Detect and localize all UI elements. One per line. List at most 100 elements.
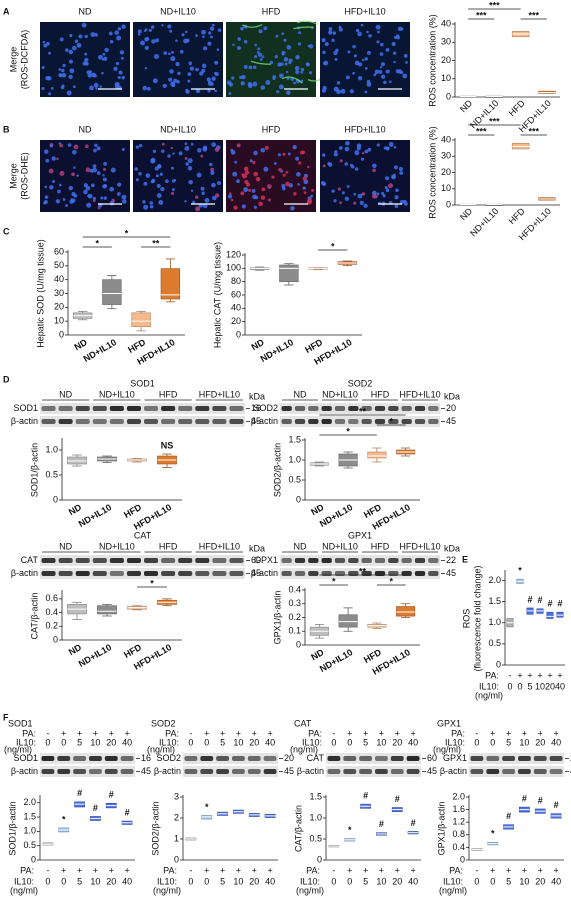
blot-band [549,769,563,774]
il10-dose: 0 [45,737,50,747]
nucleus [98,54,103,60]
il10-dose: 10 [233,876,243,886]
ros-signal [293,26,314,30]
nucleus [384,176,390,181]
y-tick-label: 0 [446,199,451,209]
nucleus [200,186,205,191]
blot-band [89,756,102,761]
y-tick-label: 1.0 [309,812,322,822]
cond-unit: (ng/ml) [147,744,175,754]
nucleus [258,52,263,57]
blot-band [401,419,412,424]
il10-dose: 40 [408,737,418,747]
box [97,605,117,615]
nucleus [376,192,380,196]
nucleus [69,33,73,38]
pa-sign: + [77,728,82,738]
x-tick-label: ND [309,647,326,662]
micrograph [133,22,223,97]
nucleus [227,194,233,199]
bracket-label: * [389,416,393,426]
nucleus [263,26,268,31]
blot-band-strip [280,568,440,579]
pa-sign: + [204,865,209,875]
nucleus [104,47,109,53]
nucleus [300,67,305,72]
nucleus [93,148,97,153]
blot-band [41,558,56,563]
nucleus [73,85,76,89]
nucleus [293,191,297,196]
blot-band [406,756,420,761]
nucleus [210,82,214,86]
nucleus [114,81,120,87]
pa-sign: + [379,865,384,875]
blot-title: SOD1 [130,378,155,388]
nucleus [282,186,286,191]
group-label: HFD+IL10 [399,541,440,551]
nucleus [59,170,65,176]
blot-band [388,419,399,424]
nucleus [83,189,88,195]
blot-band [414,406,426,411]
nucleus [373,73,377,77]
nucleus [393,173,396,177]
y-tick-label: 0.5 [288,474,301,484]
pa-sign: + [252,728,257,738]
blot-band [232,769,245,774]
cond-unit: (ng/ml) [10,885,38,895]
nucleus [336,81,341,85]
blot-band [57,769,71,774]
nucleus [165,179,169,183]
nucleus [122,199,127,204]
nucleus [41,86,45,91]
pa-sign: + [236,728,241,738]
cond-label: IL10: [479,681,499,691]
y-tick-label: 0.5 [309,833,322,843]
nucleus [353,192,357,196]
blot-band [104,756,118,761]
y-axis-label: CAT/β-actin [29,592,39,639]
nucleus [93,82,99,88]
nucleus [293,81,296,85]
nucleus [388,142,394,147]
il10-dose: 20 [106,737,116,747]
nucleus [279,73,284,79]
cond-label: IL10: [157,876,177,886]
nucleus [302,176,307,181]
nucleus [161,142,165,146]
cond-label: IL10: [16,737,36,747]
blot-band [212,558,227,563]
nucleus [331,38,335,42]
blot-band [502,769,515,774]
pa-sign: - [475,728,478,738]
blot-band [195,419,210,424]
nucleus [81,22,87,28]
nucleus [239,75,243,80]
nucleus [95,87,98,90]
nucleus [243,64,248,69]
blot-band [390,769,404,774]
pa-sign: + [538,728,543,738]
nucleus [388,183,394,189]
il10-dose: 40 [265,876,275,886]
nucleus [202,63,207,68]
nucleus [393,145,397,149]
nucleus [217,28,222,32]
y-axis-label: ROS [461,609,471,629]
bracket-label: * [95,238,99,248]
nucleus [356,146,361,151]
il10-dose: 20 [535,737,545,747]
nucleus [68,59,73,64]
nucleus [134,167,138,171]
nucleus [65,204,68,207]
nucleus [286,90,291,95]
nucleus [195,206,201,212]
nucleus [328,27,333,31]
y-tick-label: 0.8 [452,829,465,839]
nucleus [140,40,145,46]
nucleus [357,193,363,199]
nucleus [149,204,154,209]
nucleus [259,57,263,61]
blot-band [263,756,277,761]
